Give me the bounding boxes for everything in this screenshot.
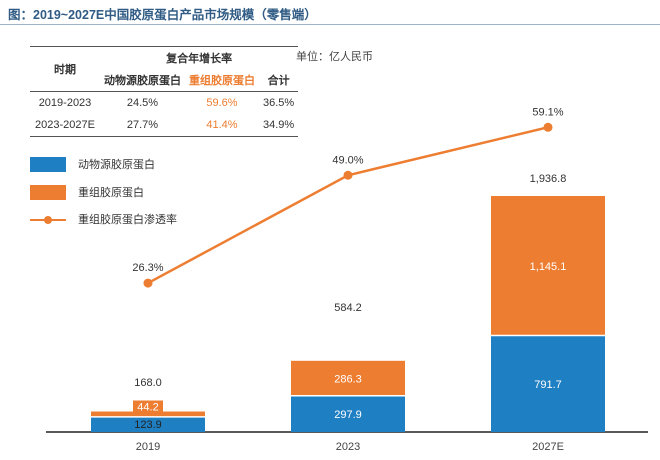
- cagr-table: 时期 复合年增长率 动物源胶原蛋白 重组胶原蛋白 合计 2019-2023 24…: [30, 46, 299, 137]
- table-cell-animal: 24.5%: [126, 97, 159, 109]
- penetration-label: 26.3%: [132, 262, 163, 274]
- table-header-group: 复合年增长率: [100, 46, 299, 69]
- chart-title: 图：2019~2027E中国胶原蛋白产品市场规模（零售端）: [8, 8, 317, 22]
- bar-recombinant-2019: [91, 411, 205, 417]
- data-label-animal: 791.7: [534, 379, 562, 391]
- x-tick-label: 2027E: [532, 441, 564, 453]
- bar-animal-2023: [291, 395, 405, 432]
- legend-swatch-recombinant: [30, 184, 66, 200]
- bar-recombinant-2027E: [491, 196, 605, 336]
- data-label-animal: 123.9: [134, 419, 162, 431]
- data-label-recombinant: 286.3: [334, 373, 362, 385]
- penetration-line: [147, 126, 549, 285]
- table-row: 2023-2027E 27.7% 41.4% 34.9%: [30, 114, 299, 137]
- data-label-total: 584.2: [334, 302, 362, 314]
- table-cell-total: 34.9%: [259, 114, 299, 137]
- x-tick-label: 2019: [136, 441, 160, 453]
- legend-swatch-animal: [30, 156, 66, 172]
- legend-label-penetration: 重组胶原蛋白渗透率: [78, 214, 177, 226]
- table-cell-recombinant: 41.4%: [185, 114, 259, 137]
- penetration-point: [343, 170, 353, 180]
- data-label-bg: [133, 400, 163, 414]
- unit-label: 单位：亿人民币: [296, 51, 373, 63]
- legend-line-penetration: [30, 212, 66, 227]
- data-label-animal: 297.9: [334, 409, 362, 421]
- data-label-recombinant: 44.2: [137, 402, 158, 414]
- legend-item-recombinant: 重组胶原蛋白: [30, 184, 144, 200]
- table-header-recombinant: 重组胶原蛋白: [185, 69, 259, 92]
- penetration-label: 49.0%: [332, 154, 363, 166]
- x-tick-label: 2023: [336, 441, 360, 453]
- legend-label-animal: 动物源胶原蛋白: [78, 159, 155, 171]
- data-label-total: 168.0: [134, 377, 162, 389]
- penetration-point: [543, 122, 553, 132]
- data-label-recombinant: 1,145.1: [530, 261, 567, 273]
- table-row: 2019-2023 24.5% 59.6% 36.5%: [30, 92, 298, 115]
- table-cell-period: 2023-2027E: [30, 114, 100, 137]
- title-divider: [0, 24, 660, 25]
- legend-label-recombinant: 重组胶原蛋白: [78, 187, 144, 199]
- legend-item-penetration: 重组胶原蛋白渗透率: [30, 211, 177, 227]
- table-cell-period: 2019-2023: [38, 97, 92, 109]
- data-label-total: 1,936.8: [530, 173, 567, 185]
- penetration-label: 59.1%: [532, 106, 563, 118]
- table-header-total: 合计: [259, 69, 299, 92]
- table-header-animal: 动物源胶原蛋白: [100, 69, 185, 92]
- table-header-period: 时期: [30, 46, 100, 92]
- table-cell-animal: 27.7%: [100, 114, 185, 137]
- bar-animal-2019: [91, 416, 205, 432]
- penetration-point: [143, 278, 153, 288]
- bar-animal-2027E: [491, 335, 605, 432]
- legend-item-animal: 动物源胶原蛋白: [30, 156, 155, 172]
- table-cell-recombinant: 59.6%: [206, 97, 238, 109]
- table-cell-total: 36.5%: [263, 97, 295, 109]
- bar-recombinant-2023: [291, 360, 405, 396]
